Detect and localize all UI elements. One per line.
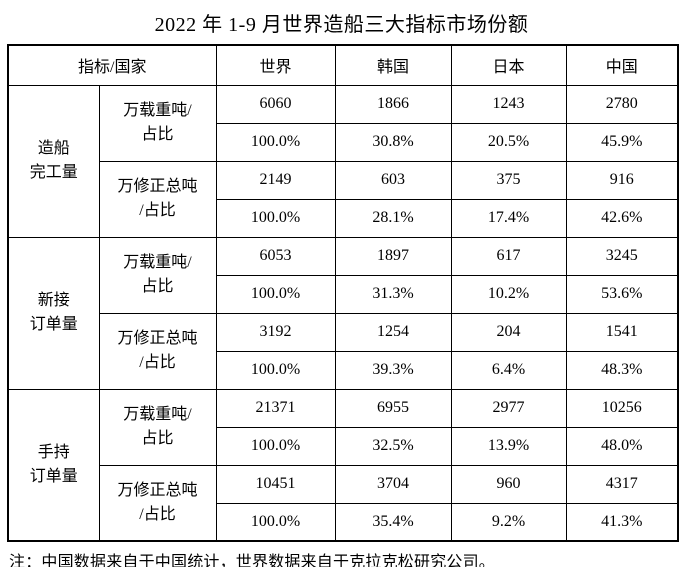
- value-cell: 4317: [565, 464, 679, 504]
- row-group-label-completions: 造船 完工量: [7, 84, 100, 238]
- row-group-label-line: 造船: [37, 140, 70, 157]
- metric-label-dwt: 万载重吨/ 占比: [98, 84, 217, 162]
- value-cell: 21371: [215, 388, 336, 428]
- share-cell: 13.9%: [450, 426, 567, 466]
- share-cell: 100.0%: [215, 198, 336, 238]
- metric-label-cgt: 万修正总吨 /占比: [98, 160, 217, 238]
- table-row: 100.0% 39.3% 6.4% 48.3%: [8, 350, 679, 390]
- share-cell: 42.6%: [565, 198, 679, 238]
- metric-label-line: 万载重吨/: [123, 254, 192, 271]
- table-row: 万修正总吨 /占比 3192 1254 204 1541: [8, 312, 679, 390]
- metric-label-line: 万修正总吨: [117, 178, 198, 195]
- value-cell: 1243: [450, 84, 567, 124]
- value-cell: 603: [334, 160, 452, 200]
- share-cell: 100.0%: [215, 122, 336, 162]
- table-row: 100.0% 30.8% 20.5% 45.9%: [8, 122, 679, 162]
- row-group-label-line: 手持: [37, 443, 70, 461]
- value-cell: 617: [450, 236, 567, 276]
- value-cell: 3245: [565, 236, 679, 276]
- metric-label-line: 万载重吨/: [123, 406, 192, 423]
- share-cell: 28.1%: [334, 198, 452, 238]
- shipbuilding-market-share-table: 指标/国家 世界 韩国 日本 中国 造船 完工量 万载重吨/ 占比 6060 1…: [7, 44, 680, 542]
- share-cell: 17.4%: [450, 198, 567, 238]
- value-cell: 10256: [565, 388, 679, 428]
- value-cell: 916: [565, 160, 679, 200]
- header-col-japan: 日本: [450, 44, 567, 86]
- metric-label-line: 占比: [141, 126, 174, 143]
- metric-label-line: /占比: [139, 354, 176, 371]
- share-cell: 53.6%: [565, 274, 679, 314]
- share-cell: 48.0%: [565, 426, 679, 466]
- metric-label-dwt: 万载重吨/ 占比: [98, 388, 217, 466]
- table-row: 100.0% 35.4% 9.2% 41.3%: [8, 502, 679, 542]
- share-cell: 100.0%: [215, 426, 336, 466]
- share-cell: 100.0%: [215, 350, 336, 390]
- value-cell: 1866: [334, 84, 452, 124]
- metric-label-line: /占比: [139, 505, 176, 523]
- metric-label-line: 万载重吨/: [123, 102, 192, 119]
- row-group-label-line: 订单量: [29, 467, 78, 485]
- row-group-label-new-orders: 新接 订单量: [7, 236, 100, 390]
- value-cell: 1541: [565, 312, 679, 352]
- table-row: 万修正总吨 /占比 10451 3704 960 4317: [8, 464, 679, 542]
- share-cell: 35.4%: [334, 502, 452, 542]
- header-row: 指标/国家 世界 韩国 日本 中国: [7, 44, 679, 86]
- share-cell: 41.3%: [565, 502, 679, 542]
- metric-label-cgt: 万修正总吨 /占比: [98, 464, 217, 542]
- metric-label-line: 占比: [141, 430, 174, 447]
- value-cell: 1254: [334, 312, 452, 352]
- table-row: 100.0% 28.1% 17.4% 42.6%: [8, 198, 679, 238]
- table-row: 100.0% 32.5% 13.9% 48.0%: [8, 426, 679, 466]
- share-cell: 100.0%: [215, 274, 336, 314]
- metric-label-line: /占比: [139, 202, 176, 219]
- metric-label-line: 占比: [141, 278, 174, 295]
- value-cell: 10451: [215, 464, 336, 504]
- value-cell: 204: [450, 312, 567, 352]
- header-col-world: 世界: [215, 44, 336, 86]
- value-cell: 6060: [215, 84, 336, 124]
- value-cell: 375: [450, 160, 567, 200]
- value-cell: 960: [450, 464, 567, 504]
- value-cell: 2780: [565, 84, 679, 124]
- source-footnote: 注：中国数据来自于中国统计，世界数据来自于克拉克松研究公司。: [9, 554, 496, 567]
- header-indicator-country: 指标/国家: [7, 44, 217, 86]
- metric-label-line: 万修正总吨: [117, 481, 198, 499]
- share-cell: 100.0%: [215, 502, 336, 542]
- row-group-label-order-backlog: 手持 订单量: [7, 388, 100, 542]
- header-col-korea: 韩国: [334, 44, 452, 86]
- share-cell: 39.3%: [334, 350, 452, 390]
- share-cell: 30.8%: [334, 122, 452, 162]
- value-cell: 3192: [215, 312, 336, 352]
- share-cell: 45.9%: [565, 122, 679, 162]
- value-cell: 2977: [450, 388, 567, 428]
- value-cell: 3704: [334, 464, 452, 504]
- row-group-label-line: 新接: [37, 292, 70, 309]
- share-cell: 48.3%: [565, 350, 679, 390]
- header-col-china: 中国: [565, 44, 679, 86]
- row-group-label-line: 完工量: [29, 164, 78, 181]
- table-row: 手持 订单量 万载重吨/ 占比 21371 6955 2977 10256: [7, 388, 679, 542]
- table-row: 新接 订单量 万载重吨/ 占比 6053 1897 617 3245: [7, 236, 679, 390]
- metric-label-cgt: 万修正总吨 /占比: [98, 312, 217, 390]
- row-group-label-line: 订单量: [29, 316, 78, 333]
- value-cell: 1897: [334, 236, 452, 276]
- share-cell: 31.3%: [334, 274, 452, 314]
- value-cell: 2149: [215, 160, 336, 200]
- table-row: 100.0% 31.3% 10.2% 53.6%: [8, 274, 679, 314]
- table-row: 造船 完工量 万载重吨/ 占比 6060 1866 1243 2780: [7, 84, 679, 238]
- share-cell: 10.2%: [450, 274, 567, 314]
- share-cell: 6.4%: [450, 350, 567, 390]
- share-cell: 32.5%: [334, 426, 452, 466]
- value-cell: 6053: [215, 236, 336, 276]
- value-cell: 6955: [334, 388, 452, 428]
- share-cell: 9.2%: [450, 502, 567, 542]
- table-row: 万修正总吨 /占比 2149 603 375 916: [8, 160, 679, 238]
- metric-label-dwt: 万载重吨/ 占比: [98, 236, 217, 314]
- page-title: 2022 年 1-9 月世界造船三大指标市场份额: [154, 13, 529, 36]
- metric-label-line: 万修正总吨: [117, 330, 198, 347]
- share-cell: 20.5%: [450, 122, 567, 162]
